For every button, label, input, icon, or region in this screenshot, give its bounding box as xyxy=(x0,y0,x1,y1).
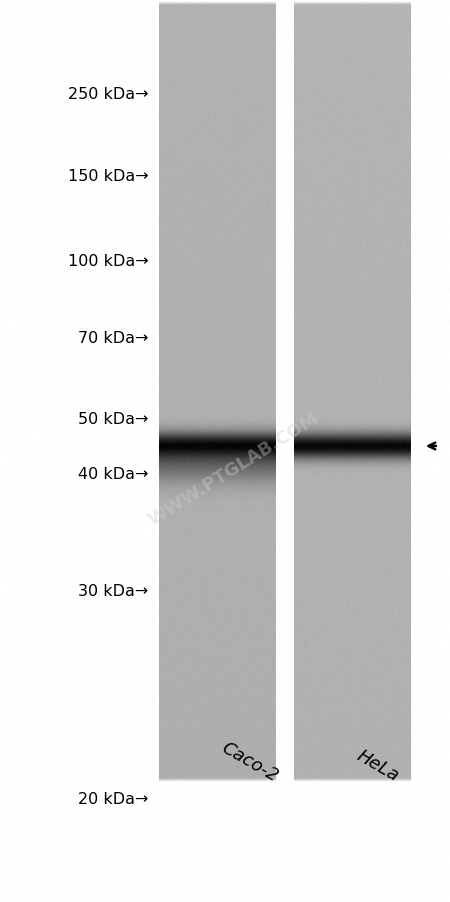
Text: Caco-2: Caco-2 xyxy=(218,738,281,785)
Text: 150 kDa→: 150 kDa→ xyxy=(68,169,148,183)
Text: 70 kDa→: 70 kDa→ xyxy=(78,331,148,345)
Text: 250 kDa→: 250 kDa→ xyxy=(68,87,148,102)
Text: 40 kDa→: 40 kDa→ xyxy=(78,466,148,481)
Text: 100 kDa→: 100 kDa→ xyxy=(68,254,148,269)
Text: 30 kDa→: 30 kDa→ xyxy=(78,584,148,598)
Text: 50 kDa→: 50 kDa→ xyxy=(78,412,148,427)
Text: WWW.PTGLAB.COM: WWW.PTGLAB.COM xyxy=(145,410,323,529)
Text: 20 kDa→: 20 kDa→ xyxy=(78,791,148,805)
Text: HeLa: HeLa xyxy=(353,746,402,785)
